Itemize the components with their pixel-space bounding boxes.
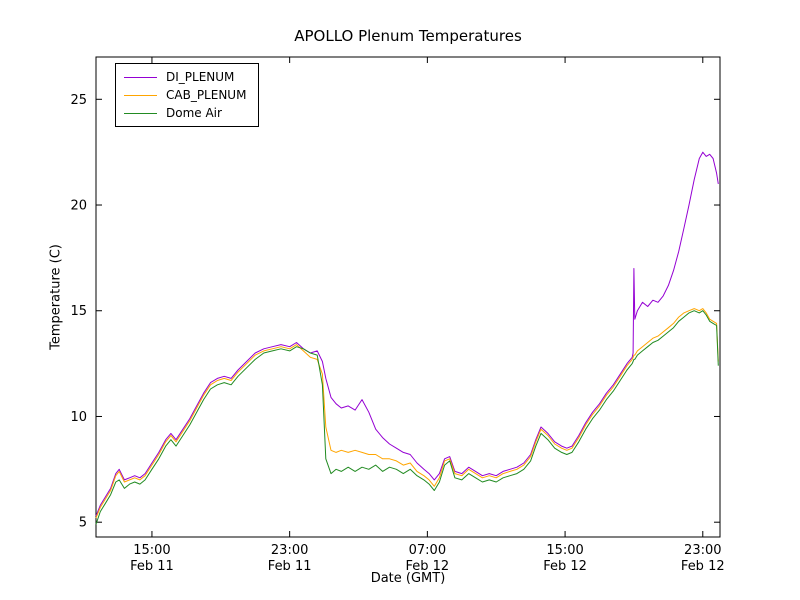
legend-line-sample bbox=[124, 112, 157, 114]
x-tick-time-label: 07:00 bbox=[409, 543, 446, 558]
legend-entry-cab-plenum: CAB_PLENUM bbox=[124, 89, 246, 101]
y-tick-label: 20 bbox=[70, 199, 87, 214]
x-tick-time-label: 15:00 bbox=[133, 543, 170, 558]
legend-line-sample bbox=[124, 76, 157, 78]
y-axis-label: Temperature (C) bbox=[48, 244, 64, 350]
legend-label: CAB_PLENUM bbox=[166, 88, 247, 102]
chart-title: APOLLO Plenum Temperatures bbox=[294, 27, 522, 45]
y-tick-label: 10 bbox=[70, 410, 87, 425]
y-tick-label: 25 bbox=[70, 93, 87, 108]
x-tick-date-label: Feb 12 bbox=[406, 559, 450, 574]
series-line-dome-air bbox=[95, 310, 719, 525]
legend-entry-di-plenum: DI_PLENUM bbox=[124, 71, 246, 83]
legend: DI_PLENUM CAB_PLENUM Dome Air bbox=[115, 63, 260, 127]
x-tick-date-label: Feb 12 bbox=[681, 559, 725, 574]
y-tick-label: 5 bbox=[79, 516, 87, 531]
series-line-di-plenum bbox=[95, 151, 719, 517]
x-tick-time-label: 23:00 bbox=[684, 543, 721, 558]
x-tick-time-label: 15:00 bbox=[546, 543, 583, 558]
legend-label: Dome Air bbox=[166, 106, 222, 120]
y-tick-label: 15 bbox=[70, 304, 87, 319]
legend-entry-dome-air: Dome Air bbox=[124, 107, 246, 119]
x-tick-date-label: Feb 12 bbox=[543, 559, 587, 574]
plot-frame bbox=[95, 56, 721, 538]
x-tick-date-label: Feb 11 bbox=[130, 559, 174, 574]
legend-label: DI_PLENUM bbox=[166, 70, 235, 84]
x-axis-label: Date (GMT) bbox=[370, 571, 446, 586]
series-line-cab-plenum bbox=[95, 308, 719, 519]
x-tick-date-label: Feb 11 bbox=[268, 559, 312, 574]
x-tick-time-label: 23:00 bbox=[271, 543, 308, 558]
legend-line-sample bbox=[124, 94, 157, 96]
